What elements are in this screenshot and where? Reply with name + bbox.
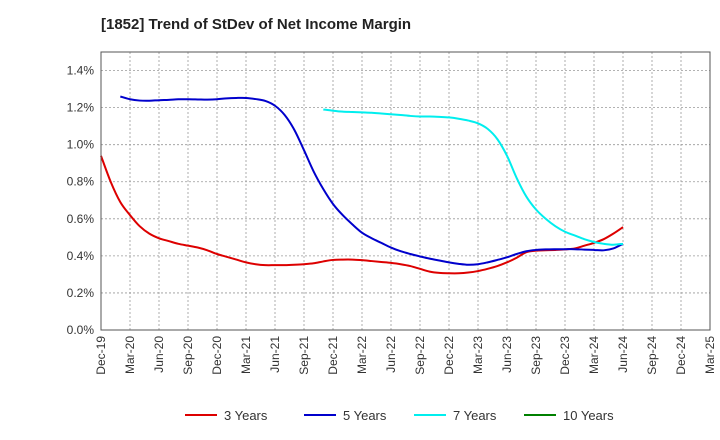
x-tick-label: Jun-22 [384,336,398,373]
x-tick-label: Dec-20 [210,336,224,375]
y-tick-label: 1.4% [67,64,95,78]
x-tick-label: Dec-21 [326,336,340,375]
x-tick-label: Mar-21 [239,336,253,374]
x-tick-label: Dec-19 [94,336,108,375]
x-tick-label: Mar-24 [587,336,601,374]
x-tick-label: Jun-21 [268,336,282,373]
y-tick-label: 1.0% [67,138,95,152]
plot-background [101,52,710,330]
y-tick-label: 0.6% [67,212,95,226]
legend-label-3-years: 3 Years [224,408,268,423]
gridlines [100,52,711,331]
x-tick-label: Sep-21 [297,336,311,375]
x-tick-label: Sep-24 [645,336,659,375]
x-tick-label: Mar-20 [123,336,137,374]
x-tick-label: Dec-22 [442,336,456,375]
x-tick-label: Mar-25 [703,336,717,374]
x-axis-ticks: Dec-19 Mar-20 Jun-20 Sep-20 Dec-20 Mar-21 Jun-… [94,336,717,375]
x-tick-label: Sep-20 [181,336,195,375]
series-line-7-years [323,108,624,246]
y-tick-label: 0.4% [67,249,95,263]
chart-title: [1852] Trend of StDev of Net Income Marg… [101,16,411,33]
legend: 3 Years 5 Years 7 Years 10 Years [185,408,614,423]
plot-frame [100,51,711,331]
y-tick-label: 0.0% [67,323,95,337]
legend-label-10-years: 10 Years [563,408,614,423]
plot-area [101,52,710,330]
x-tick-label: Dec-23 [558,336,572,375]
series-line-5-years [120,95,624,266]
x-tick-label: Sep-23 [529,336,543,375]
series-lines [100,95,624,275]
x-tick-label: Jun-23 [500,336,514,373]
y-tick-label: 1.2% [67,101,95,115]
x-tick-label: Mar-22 [355,336,369,374]
x-tick-label: Jun-24 [616,336,630,373]
x-tick-label: Dec-24 [674,336,688,375]
legend-label-5-years: 5 Years [343,408,387,423]
y-tick-label: 0.8% [67,175,95,189]
x-tick-label: Jun-20 [152,336,166,373]
y-axis-ticks: 0.0% 0.2% 0.4% 0.6% 0.8% 1.0% 1.2% 1.4% [67,64,95,337]
x-tick-label: Mar-23 [471,336,485,374]
y-tick-label: 0.2% [67,286,95,300]
plot-border [100,51,711,331]
legend-label-7-years: 7 Years [453,408,497,423]
x-tick-label: Sep-22 [413,336,427,375]
